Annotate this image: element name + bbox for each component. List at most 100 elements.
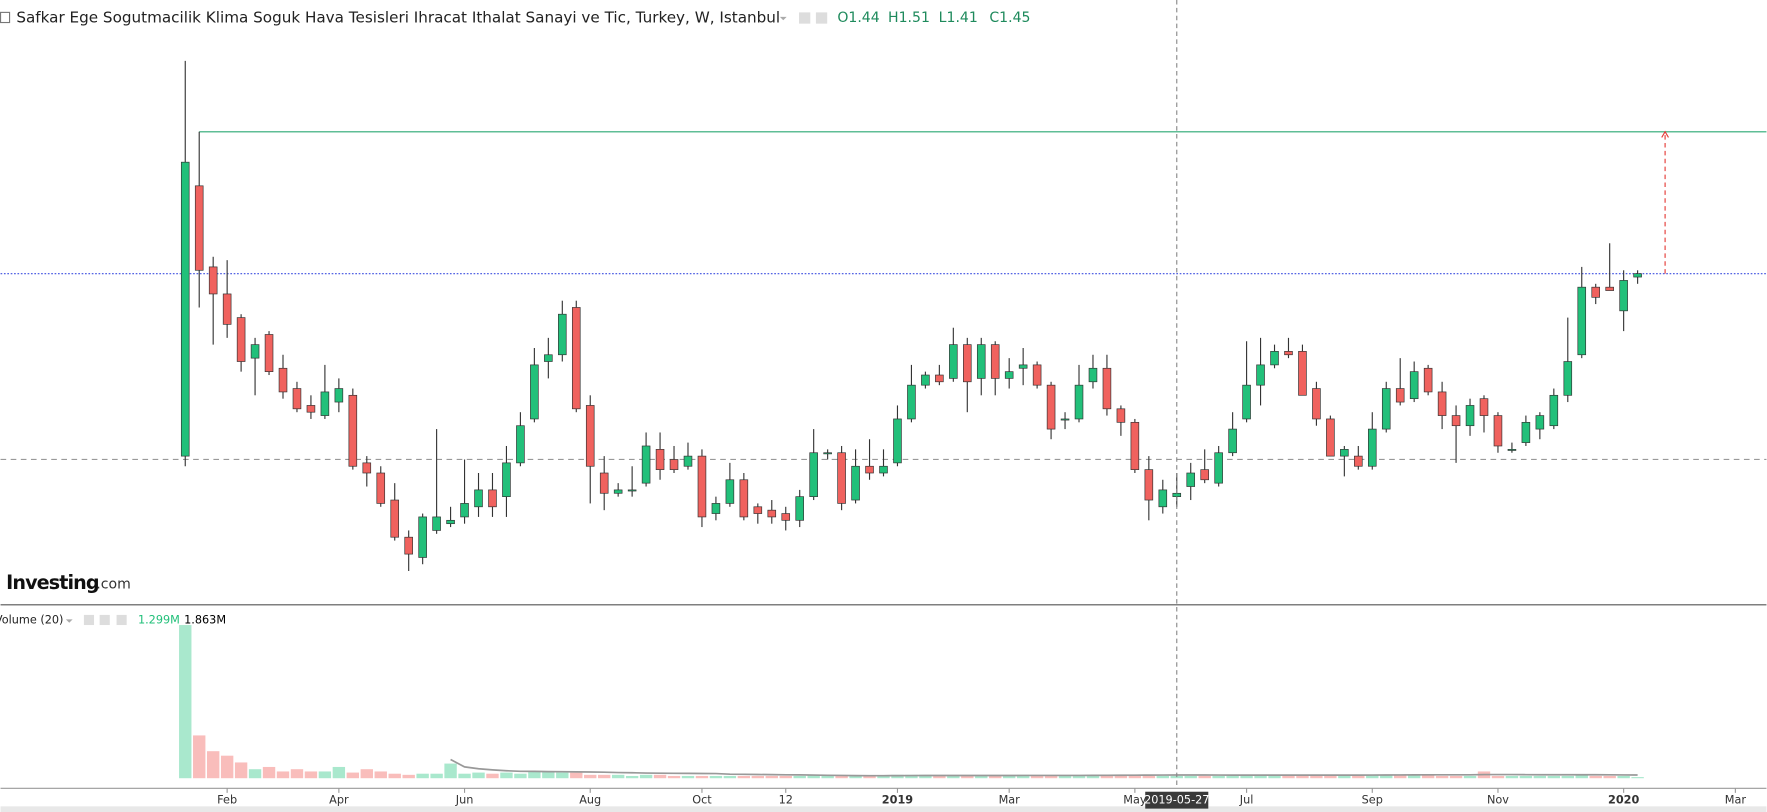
candle-body [1046, 384, 1056, 430]
candle-body [781, 513, 791, 521]
dropdown-caret[interactable] [779, 16, 787, 21]
volume-bar [584, 774, 597, 779]
volume-bar [1240, 774, 1253, 779]
volume-bar [1212, 775, 1225, 779]
volume-bar [542, 771, 555, 779]
volume-bar [570, 772, 583, 779]
volume-bar [1142, 775, 1156, 779]
candle-body [432, 516, 441, 531]
x-tick-label: 2019 [882, 794, 913, 807]
candle-body [1619, 280, 1628, 312]
volume-bar [1547, 775, 1561, 779]
collapse-icon[interactable] [0, 11, 11, 24]
candle-body [1004, 371, 1014, 379]
candle-body [1381, 388, 1391, 430]
candle-body [935, 374, 944, 383]
candle-body [683, 455, 693, 467]
volume-bar [556, 772, 569, 779]
volume-title: Volume (20) [0, 614, 63, 627]
x-tick-label: Sep [1362, 794, 1383, 807]
candle-body [697, 455, 707, 518]
candle-body [1340, 449, 1349, 457]
candle-body [571, 307, 581, 410]
volume-bar [807, 774, 820, 779]
candle-body [1256, 364, 1265, 386]
volume-bar [1226, 775, 1239, 779]
candle-body [1312, 388, 1321, 420]
candle-body [837, 452, 846, 504]
volume-bar [472, 772, 485, 779]
crosshair-label: 2019-05-27 [1144, 794, 1209, 807]
volume-bar [1184, 775, 1197, 779]
volume-bar [1491, 775, 1505, 779]
candle-body [1032, 364, 1042, 386]
candle-body [1242, 384, 1251, 420]
volume-bar [332, 766, 346, 779]
volume-format-icon[interactable] [99, 614, 110, 626]
candle-body [376, 472, 386, 504]
candle-body [208, 266, 218, 295]
volume-bar [989, 775, 1002, 779]
volume-bar [598, 774, 611, 779]
volume-bar [514, 773, 527, 779]
volume-caret[interactable] [65, 619, 73, 623]
candle-body [1060, 418, 1070, 421]
x-tick-label: May [1123, 794, 1147, 807]
x-tick-label: Mar [999, 794, 1021, 807]
candle-body [1158, 489, 1168, 508]
volume-bar [737, 775, 751, 779]
volume-legend: 1.863M [184, 614, 226, 627]
candle-body [893, 418, 902, 464]
candle-body [921, 374, 930, 386]
candle-body [669, 459, 679, 470]
candle-body [348, 394, 358, 467]
volume-bar [1366, 774, 1379, 779]
settings-icon[interactable] [799, 12, 811, 24]
candle-body [502, 462, 511, 497]
volume-bar [1352, 775, 1365, 779]
volume-close-icon[interactable] [116, 614, 127, 626]
x-tick-label: Jul [1239, 794, 1254, 807]
volume-bar [262, 766, 276, 779]
candle-body [627, 489, 637, 492]
volume-bar [1058, 775, 1072, 779]
candle-body [851, 465, 860, 501]
volume-bar [1254, 774, 1267, 779]
candle-body [390, 499, 400, 538]
candle-body [865, 465, 874, 474]
volume-bar [625, 775, 639, 779]
ohlc-legend: L1.41 [939, 10, 978, 26]
candle-body [879, 465, 888, 474]
format-icon[interactable] [815, 12, 828, 24]
volume-bar [723, 775, 737, 779]
volume-bar [444, 763, 457, 779]
volume-bar [1435, 775, 1449, 779]
volume-bar [611, 774, 625, 779]
volume-bar [1100, 775, 1114, 779]
volume-bar [1589, 775, 1602, 779]
x-tick-label: Mar [1725, 794, 1747, 807]
candle-body [460, 503, 469, 518]
volume-bar [695, 775, 709, 779]
volume-bar [1463, 775, 1477, 779]
chart-title: Safkar Ege Sogutmacilik Klima Soguk Hava… [16, 9, 780, 27]
logo-main: Investing [6, 571, 99, 594]
volume-settings-icon[interactable] [83, 614, 95, 626]
volume-bar [500, 772, 513, 779]
candle-body [292, 388, 302, 410]
candle-body [1367, 428, 1377, 467]
volume-bar [1086, 775, 1100, 779]
volume-bar [765, 775, 778, 779]
candle-body [1591, 286, 1600, 298]
volume-bar [1519, 775, 1533, 779]
candle-body [516, 425, 525, 464]
volume-bar [1380, 774, 1393, 779]
volume-bar [346, 772, 360, 779]
volume-bar [849, 775, 862, 779]
candle-body [1172, 492, 1182, 497]
volume-bar [653, 774, 667, 779]
candle-body [949, 344, 958, 379]
candle-body [180, 161, 190, 457]
candle-body [1284, 351, 1293, 356]
